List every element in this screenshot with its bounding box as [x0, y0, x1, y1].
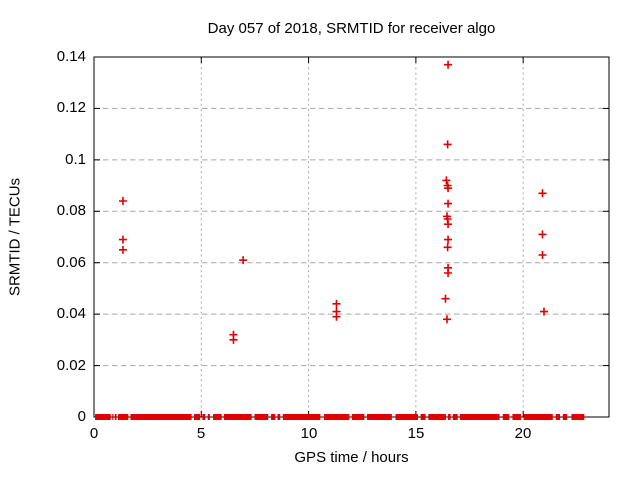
baseline-marker-band	[277, 414, 281, 420]
baseline-marker-band	[351, 414, 365, 420]
data-point	[444, 184, 453, 193]
y-tick-label: 0.04	[56, 305, 86, 322]
data-point	[118, 245, 127, 254]
baseline-marker-band	[366, 414, 392, 420]
baseline-marker-band	[282, 414, 321, 420]
y-tick-label: 0.1	[65, 151, 86, 168]
data-point	[118, 197, 127, 205]
baseline-marker-band	[254, 414, 269, 420]
data-point	[444, 199, 453, 208]
baseline-marker-band	[452, 414, 458, 420]
data-point	[444, 60, 453, 69]
baseline-marker-band	[448, 414, 451, 420]
baseline-marker-band	[112, 414, 114, 420]
baseline-marker-band	[420, 414, 426, 420]
baseline-marker-band	[562, 414, 568, 420]
chart-title: Day 057 of 2018, SRMTID for receiver alg…	[207, 20, 496, 37]
data-point	[442, 176, 451, 185]
baseline-marker-band	[202, 414, 206, 420]
x-tick-label: 20	[514, 425, 532, 442]
data-point	[538, 251, 547, 259]
y-tick-label: 0.12	[56, 99, 86, 116]
data-point	[118, 235, 127, 244]
y-tick-label: 0.14	[56, 48, 86, 65]
data-point	[442, 315, 451, 324]
baseline-marker-band	[114, 414, 117, 420]
baseline-marker-band	[428, 414, 446, 420]
data-point	[539, 307, 548, 316]
x-axis-label: GPS time / hours	[294, 449, 409, 466]
baseline-marker-band	[512, 414, 522, 420]
x-tick-label: 5	[196, 425, 206, 442]
baseline-marker-band	[395, 414, 419, 420]
data-point	[229, 335, 238, 344]
data-point	[538, 230, 547, 239]
baseline-marker-band	[95, 414, 111, 420]
data-point	[444, 235, 453, 244]
baseline-marker-band	[193, 414, 201, 420]
baseline-marker-band	[130, 414, 192, 420]
y-tick-label: 0.06	[56, 254, 86, 271]
x-tick-label: 10	[300, 425, 318, 442]
y-tick-label: 0.08	[56, 202, 86, 219]
data-point	[332, 299, 341, 308]
baseline-marker-band	[223, 414, 252, 420]
baseline-marker-band	[207, 414, 210, 420]
y-tick-label: 0.02	[56, 357, 86, 374]
data-point	[444, 220, 453, 229]
data-point	[332, 312, 341, 321]
baseline-marker-band	[523, 414, 553, 420]
y-tick-label: 0	[77, 408, 86, 425]
data-point	[443, 140, 452, 149]
x-tick-label: 0	[89, 425, 99, 442]
baseline-marker-band	[555, 414, 561, 420]
plot-border	[93, 56, 610, 418]
data-point	[443, 243, 452, 252]
baseline-marker-band	[213, 414, 222, 420]
data-point	[444, 269, 453, 277]
baseline-marker-band	[459, 414, 500, 420]
data-point	[538, 189, 547, 198]
data-point	[239, 256, 248, 265]
baseline-marker-band	[502, 414, 510, 420]
baseline-marker-band	[324, 414, 350, 420]
x-tick-label: 15	[407, 425, 425, 442]
baseline-marker-band	[118, 414, 129, 420]
data-point	[441, 294, 450, 303]
baseline-marker-band	[571, 414, 585, 420]
baseline-marker-band	[271, 414, 276, 420]
